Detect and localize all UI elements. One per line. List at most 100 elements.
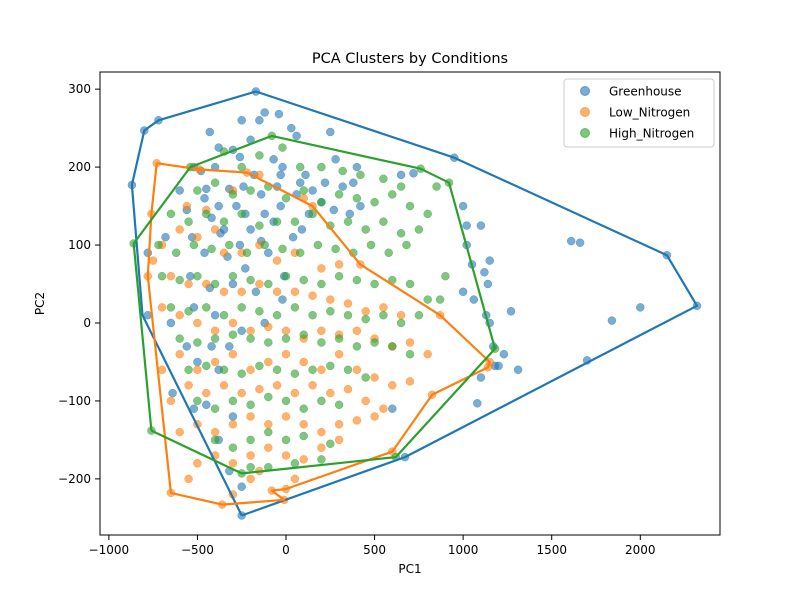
data-point	[205, 127, 215, 137]
data-point	[210, 178, 220, 187]
data-point	[494, 361, 503, 371]
data-point	[356, 201, 365, 211]
data-point	[388, 190, 397, 199]
data-point	[331, 244, 340, 254]
data-point	[242, 248, 252, 258]
data-point	[334, 400, 344, 410]
data-point	[237, 303, 246, 312]
data-point	[246, 326, 255, 336]
legend-box	[563, 78, 715, 148]
data-point	[299, 420, 308, 429]
y-tick-label: −100	[58, 394, 91, 408]
data-point	[246, 275, 255, 285]
data-point	[219, 365, 229, 375]
data-point	[379, 310, 388, 320]
data-point	[388, 404, 397, 413]
data-point	[246, 474, 255, 484]
data-point	[299, 186, 308, 195]
data-point	[317, 396, 326, 406]
data-point	[396, 310, 406, 320]
data-point	[200, 248, 209, 258]
data-point	[317, 162, 326, 172]
data-point	[210, 357, 220, 367]
data-point	[370, 412, 379, 421]
data-point	[326, 307, 335, 316]
data-point	[210, 310, 220, 320]
data-point	[256, 190, 266, 199]
data-point	[334, 260, 344, 269]
data-point	[184, 279, 193, 289]
data-point	[317, 455, 326, 464]
data-point	[168, 388, 177, 398]
data-point	[255, 307, 264, 316]
data-point	[458, 287, 468, 297]
data-point	[352, 326, 362, 336]
data-point	[264, 338, 273, 347]
data-point	[423, 349, 432, 359]
data-point	[241, 264, 250, 273]
data-point	[255, 151, 264, 160]
data-point	[352, 365, 362, 375]
legend-marker	[580, 128, 590, 138]
data-point	[166, 209, 176, 219]
y-tick-label: 300	[68, 82, 91, 96]
y-tick-label: 0	[83, 316, 91, 330]
data-point	[388, 342, 397, 351]
data-point	[290, 303, 300, 312]
data-point	[396, 182, 406, 191]
data-point	[295, 178, 305, 187]
data-point	[299, 275, 308, 285]
data-point	[148, 256, 158, 265]
y-tick-label: −200	[58, 472, 91, 486]
data-point	[189, 240, 199, 250]
data-point	[281, 396, 291, 406]
data-point	[299, 404, 308, 413]
data-point	[379, 303, 388, 312]
data-point	[278, 295, 287, 304]
data-point	[476, 221, 486, 230]
x-tick-label: 0	[282, 543, 290, 557]
data-point	[264, 322, 273, 332]
data-point	[184, 474, 193, 484]
data-point	[228, 459, 238, 468]
data-point	[272, 217, 282, 226]
data-point	[352, 162, 362, 172]
data-point	[379, 174, 388, 184]
legend-label: High_Nitrogen	[609, 127, 694, 141]
data-point	[326, 361, 335, 371]
data-point	[184, 365, 193, 375]
data-point	[193, 186, 202, 195]
data-point	[287, 123, 296, 133]
data-point	[469, 295, 479, 304]
data-point	[272, 287, 282, 297]
data-point	[317, 264, 326, 273]
data-point	[161, 232, 170, 242]
data-point	[566, 236, 576, 246]
data-point	[292, 131, 301, 141]
plot-area	[127, 87, 702, 520]
data-point	[506, 307, 516, 316]
data-point	[237, 482, 246, 491]
data-point	[246, 334, 255, 343]
data-point	[405, 349, 415, 359]
data-point	[370, 197, 379, 207]
data-point	[264, 443, 273, 452]
data-point	[352, 416, 362, 425]
data-point	[276, 170, 285, 180]
data-point	[326, 439, 335, 449]
data-point	[361, 373, 370, 382]
data-point	[352, 194, 362, 203]
data-point	[264, 248, 273, 258]
data-point	[343, 365, 353, 375]
data-point	[345, 209, 355, 219]
data-point	[329, 205, 339, 215]
data-point	[232, 201, 241, 211]
x-tick-label: −500	[181, 543, 214, 557]
data-point	[301, 170, 310, 180]
x-tick-label: 1500	[536, 543, 567, 557]
data-point	[513, 365, 523, 375]
data-point	[246, 186, 255, 195]
plot-frame	[99, 71, 721, 536]
data-point	[175, 349, 184, 359]
legend-label: Greenhouse	[609, 85, 682, 99]
